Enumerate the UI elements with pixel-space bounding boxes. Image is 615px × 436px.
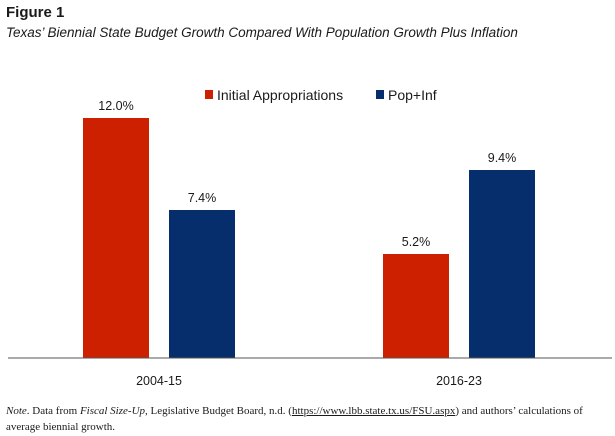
source-note: Note. Data from Fiscal Size-Up, Legislat… xyxy=(6,403,610,435)
note-text-3: ) and authors’ calculations of average b… xyxy=(6,405,583,433)
bars-layer xyxy=(83,118,535,358)
data-label-initial-2004-15: 12.0% xyxy=(98,99,133,113)
bar-chart: 12.0% 7.4% 5.2% 9.4% 2004-15 2016-23 Initial… xyxy=(8,87,612,388)
note-text-2: , Legislative Budget Board, n.d. ( xyxy=(145,405,292,417)
note-source-title: Fiscal Size-Up xyxy=(79,405,146,417)
legend: Initial Appropriations Pop+Inf xyxy=(205,87,437,103)
figure-title: Texas’ Biennial State Budget Growth Comp… xyxy=(6,25,518,40)
legend-swatch-initial xyxy=(205,90,213,99)
data-label-initial-2016-23: 5.2% xyxy=(402,235,431,249)
note-prefix: Note xyxy=(6,405,27,417)
legend-label-popinf: Pop+Inf xyxy=(388,87,437,103)
labels-layer: 12.0% 7.4% 5.2% 9.4% xyxy=(98,99,516,249)
legend-swatch-popinf xyxy=(376,90,384,99)
bar-initial-2004-15 xyxy=(83,118,149,358)
data-label-popinf-2016-23: 9.4% xyxy=(488,151,517,165)
data-label-popinf-2004-15: 7.4% xyxy=(188,191,217,205)
x-tick-label-2004-15: 2004-15 xyxy=(136,374,182,388)
figure-label: Figure 1 xyxy=(6,4,65,21)
bar-popinf-2016-23 xyxy=(469,170,535,358)
legend-label-initial: Initial Appropriations xyxy=(217,87,343,103)
bar-popinf-2004-15 xyxy=(169,210,235,358)
bar-initial-2016-23 xyxy=(383,254,449,358)
source-link[interactable]: https://www.lbb.state.tx.us/FSU.aspx xyxy=(291,405,456,417)
note-text-1: . Data from xyxy=(26,405,80,417)
x-tick-labels: 2004-15 2016-23 xyxy=(136,374,482,388)
x-tick-label-2016-23: 2016-23 xyxy=(436,374,482,388)
